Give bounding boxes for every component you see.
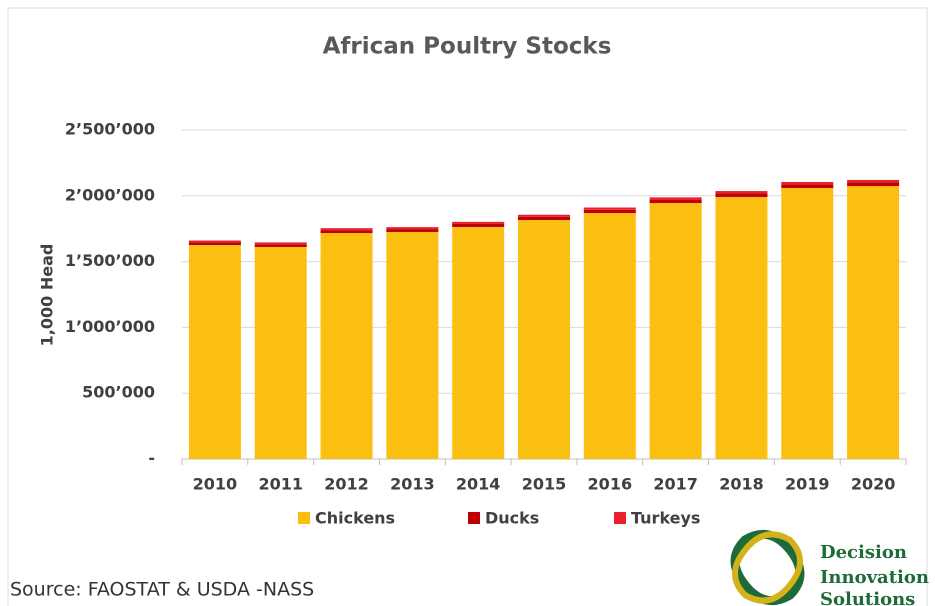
logo-text: Solutions: [820, 589, 915, 606]
bar-segment: [847, 180, 900, 183]
bar-segment: [583, 207, 636, 210]
legend-label: Ducks: [485, 509, 539, 528]
y-tick-label: 1’500’000: [65, 251, 155, 270]
bar-segment: [320, 230, 373, 234]
legend-swatch: [468, 512, 480, 524]
bar-segment: [188, 240, 241, 243]
bar-segment: [847, 182, 900, 187]
x-tick-label: 2014: [456, 475, 501, 494]
bar-segment: [320, 228, 373, 231]
bar-segment: [254, 244, 307, 247]
x-tick-label: 2015: [522, 475, 567, 494]
logo: Decision Innovation Solutions: [730, 529, 929, 606]
x-tick-label: 2020: [851, 475, 896, 494]
bar-segment: [715, 196, 768, 459]
bar-segment: [386, 231, 439, 459]
logo-mark: [732, 531, 803, 604]
legend-label: Chickens: [315, 509, 395, 528]
x-tick-label: 2013: [390, 475, 435, 494]
bar-segment: [386, 229, 439, 232]
bar-segment: [781, 188, 834, 460]
x-tick-label: 2012: [324, 475, 369, 494]
y-tick-label: -: [148, 449, 155, 468]
bar-segment: [583, 209, 636, 214]
y-tick-label: 500’000: [82, 383, 155, 402]
bar-segment: [649, 203, 702, 459]
x-tick-label: 2017: [653, 475, 698, 494]
bar-segment: [254, 242, 307, 245]
bar-segment: [649, 197, 702, 200]
bar-segment: [715, 193, 768, 197]
bar-segment: [452, 221, 505, 224]
chart-frame: [7, 7, 928, 606]
x-tick-label: 2016: [588, 475, 633, 494]
y-tick-label: 2’500’000: [65, 120, 155, 139]
bar-segment: [386, 227, 439, 230]
legend-label: Turkeys: [631, 509, 700, 528]
source: Source: FAOSTAT & USDA -NASS: [10, 579, 314, 601]
bar-segment: [452, 226, 505, 459]
x-tick-label: 2011: [258, 475, 303, 494]
logo-text: Decision: [820, 542, 907, 563]
y-tick-label: 2’000’000: [65, 185, 155, 204]
bar-segment: [649, 199, 702, 204]
bar-segment: [188, 242, 241, 246]
x-tick-label: 2010: [193, 475, 238, 494]
bar-segment: [188, 245, 241, 459]
legend-swatch: [298, 512, 310, 524]
logo-text: Innovation: [820, 567, 929, 588]
bar-segment: [518, 220, 570, 459]
bar-segment: [715, 191, 768, 194]
legend-swatch: [614, 512, 626, 524]
bar-segment: [583, 213, 636, 459]
bar-segment: [518, 216, 570, 221]
bar-segment: [518, 214, 570, 217]
x-tick-label: 2018: [719, 475, 764, 494]
bar-segment: [320, 233, 373, 459]
x-tick-label: 2019: [785, 475, 830, 494]
bar-segment: [781, 181, 834, 185]
bar-segment: [452, 223, 505, 227]
chart-title: African Poultry Stocks: [323, 34, 612, 60]
y-axis-label: 1,000 Head: [38, 244, 57, 347]
bar-segment: [781, 184, 834, 189]
y-tick-label: 1’000’000: [65, 317, 155, 336]
bar-segment: [254, 246, 307, 459]
bar-segment: [847, 186, 900, 460]
